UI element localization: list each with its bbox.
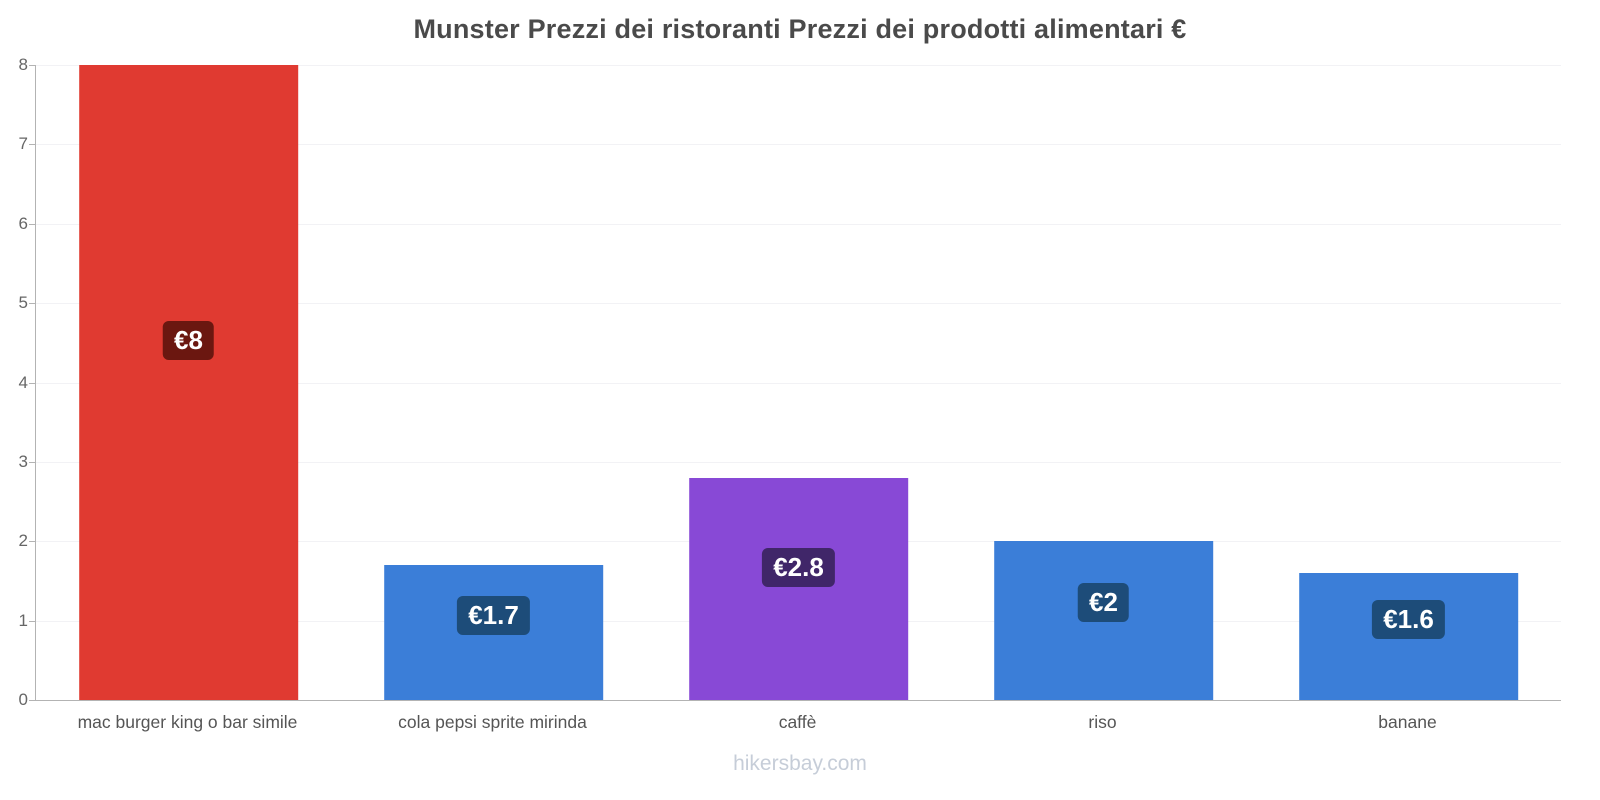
y-axis-tick-label: 8 [18, 55, 28, 74]
x-axis-label: caffè [778, 712, 817, 732]
y-axis-tick-label: 7 [18, 134, 28, 154]
x-axis-label: cola pepsi sprite mirinda [398, 712, 587, 732]
gridline [36, 461, 1561, 463]
y-axis-tick [29, 144, 36, 146]
gridline [36, 382, 1561, 384]
y-axis-tick [29, 303, 36, 305]
x-axis: mac burger king o bar simile cola pepsi s… [35, 712, 1560, 738]
y-axis-tick [29, 461, 36, 463]
y-axis-tick [29, 620, 36, 622]
bar-value-label: €1.6 [1372, 600, 1445, 640]
bar-value-label: €8 [163, 320, 214, 360]
gridline [36, 144, 1561, 146]
y-axis-tick [29, 65, 36, 66]
bar-1: €8 [78, 65, 299, 700]
bar-5: €1.6 [1298, 573, 1519, 700]
y-axis-tick-label: 1 [18, 610, 28, 630]
watermark-text: hikersbay.com [733, 752, 867, 775]
y-axis-tick-label: 5 [18, 293, 28, 313]
plot-area: €8 €1.7 €2.8 €2 €1.6 [29, 65, 1561, 701]
bar-2: €1.7 [383, 565, 604, 700]
bar-value-label: €2 [1078, 582, 1129, 622]
y-axis-tick-label: 6 [18, 213, 28, 233]
gridline [36, 303, 1561, 305]
gridline [36, 65, 1561, 66]
bar-3: €2.8 [688, 477, 909, 700]
y-axis-tick [29, 223, 36, 225]
y-axis: 0 1 2 3 4 5 6 7 8 [0, 55, 28, 709]
y-axis-tick [29, 382, 36, 384]
gridline [36, 223, 1561, 225]
y-axis-tick [29, 700, 36, 701]
x-axis-label: banane [1378, 712, 1437, 732]
y-axis-tick-label: 4 [18, 372, 28, 392]
x-axis-label: riso [1088, 712, 1117, 732]
x-axis-label: mac burger king o bar simile [77, 712, 298, 732]
bar-4: €2 [993, 541, 1214, 700]
chart-title: Munster Prezzi dei ristoranti Prezzi dei… [413, 14, 1187, 44]
y-axis-tick-label: 0 [18, 690, 28, 709]
bar-value-label: €2.8 [762, 547, 835, 587]
y-axis-tick [29, 541, 36, 543]
bar-value-label: €1.7 [457, 595, 530, 635]
y-axis-tick-label: 3 [18, 451, 28, 471]
y-axis-tick-label: 2 [18, 531, 28, 551]
